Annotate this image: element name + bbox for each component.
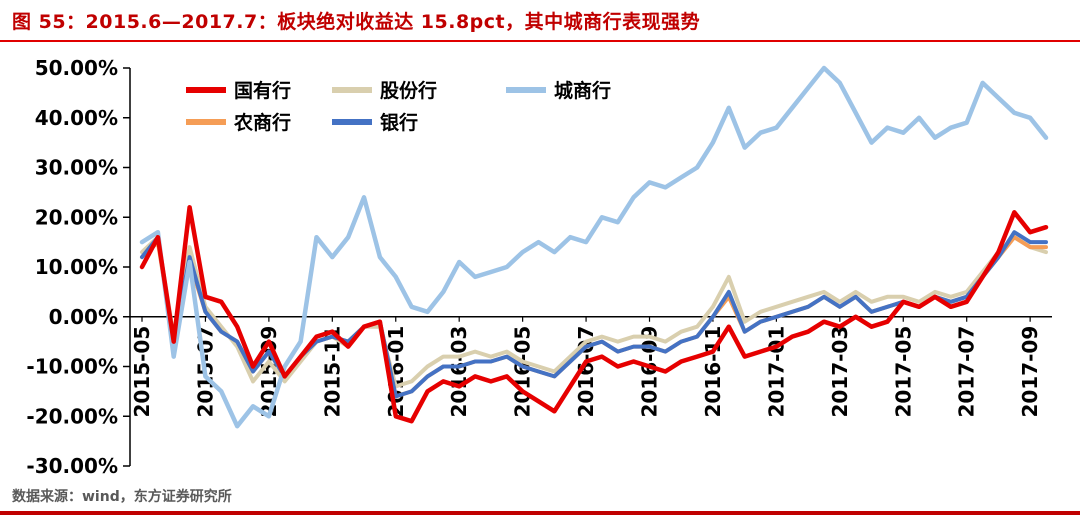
y-axis-label: -10.00% xyxy=(26,355,118,379)
y-axis-label: -30.00% xyxy=(26,454,118,478)
legend-label-国有行[interactable]: 国有行 xyxy=(234,79,291,102)
series-line-国有行 xyxy=(139,205,1049,424)
x-axis-label: 2017-09 xyxy=(1018,326,1042,418)
legend-label-银行[interactable]: 银行 xyxy=(380,111,418,134)
y-axis-label: 40.00% xyxy=(35,106,118,130)
series-line-城商行 xyxy=(139,65,1049,429)
chart-area: 50.00% 40.00% 30.00% 20.00% 10.00% 0.00% -10.0… xyxy=(0,42,1080,483)
y-axis-label: 0.00% xyxy=(49,305,118,329)
legend-label-城商行[interactable]: 城商行 xyxy=(554,79,611,102)
x-axis-label: 2015-05 xyxy=(130,326,154,418)
figure-footer: 数据来源：wind，东方证券研究所 xyxy=(0,483,1080,515)
y-axis-label: -20.00% xyxy=(26,404,118,428)
x-axis-label: 2017-07 xyxy=(955,326,979,418)
figure-header: 图 55：2015.6—2017.7：板块绝对收益达 15.8pct，其中城商行… xyxy=(0,0,1080,42)
x-axis-label: 2017-05 xyxy=(891,326,915,418)
series-line-股份行 xyxy=(140,235,1048,389)
legend-label-股份行[interactable]: 股份行 xyxy=(380,79,437,102)
y-axis-label: 30.00% xyxy=(35,156,118,180)
figure-title: 图 55：2015.6—2017.7：板块绝对收益达 15.8pct，其中城商行… xyxy=(12,11,701,33)
y-axis-label: 10.00% xyxy=(35,255,118,279)
x-axis-label: 2017-03 xyxy=(828,326,852,418)
x-axis-label: 2016-03 xyxy=(447,326,471,418)
y-axis-label: 50.00% xyxy=(35,56,118,80)
line-chart: 50.00% 40.00% 30.00% 20.00% 10.00% 0.00% -10.0… xyxy=(26,56,1052,478)
legend-label-农商行[interactable]: 农商行 xyxy=(233,111,291,134)
x-axis-label: 2016-05 xyxy=(511,326,535,418)
data-source-note: 数据来源：wind，东方证券研究所 xyxy=(12,489,232,505)
y-axis-label: 20.00% xyxy=(35,205,118,229)
